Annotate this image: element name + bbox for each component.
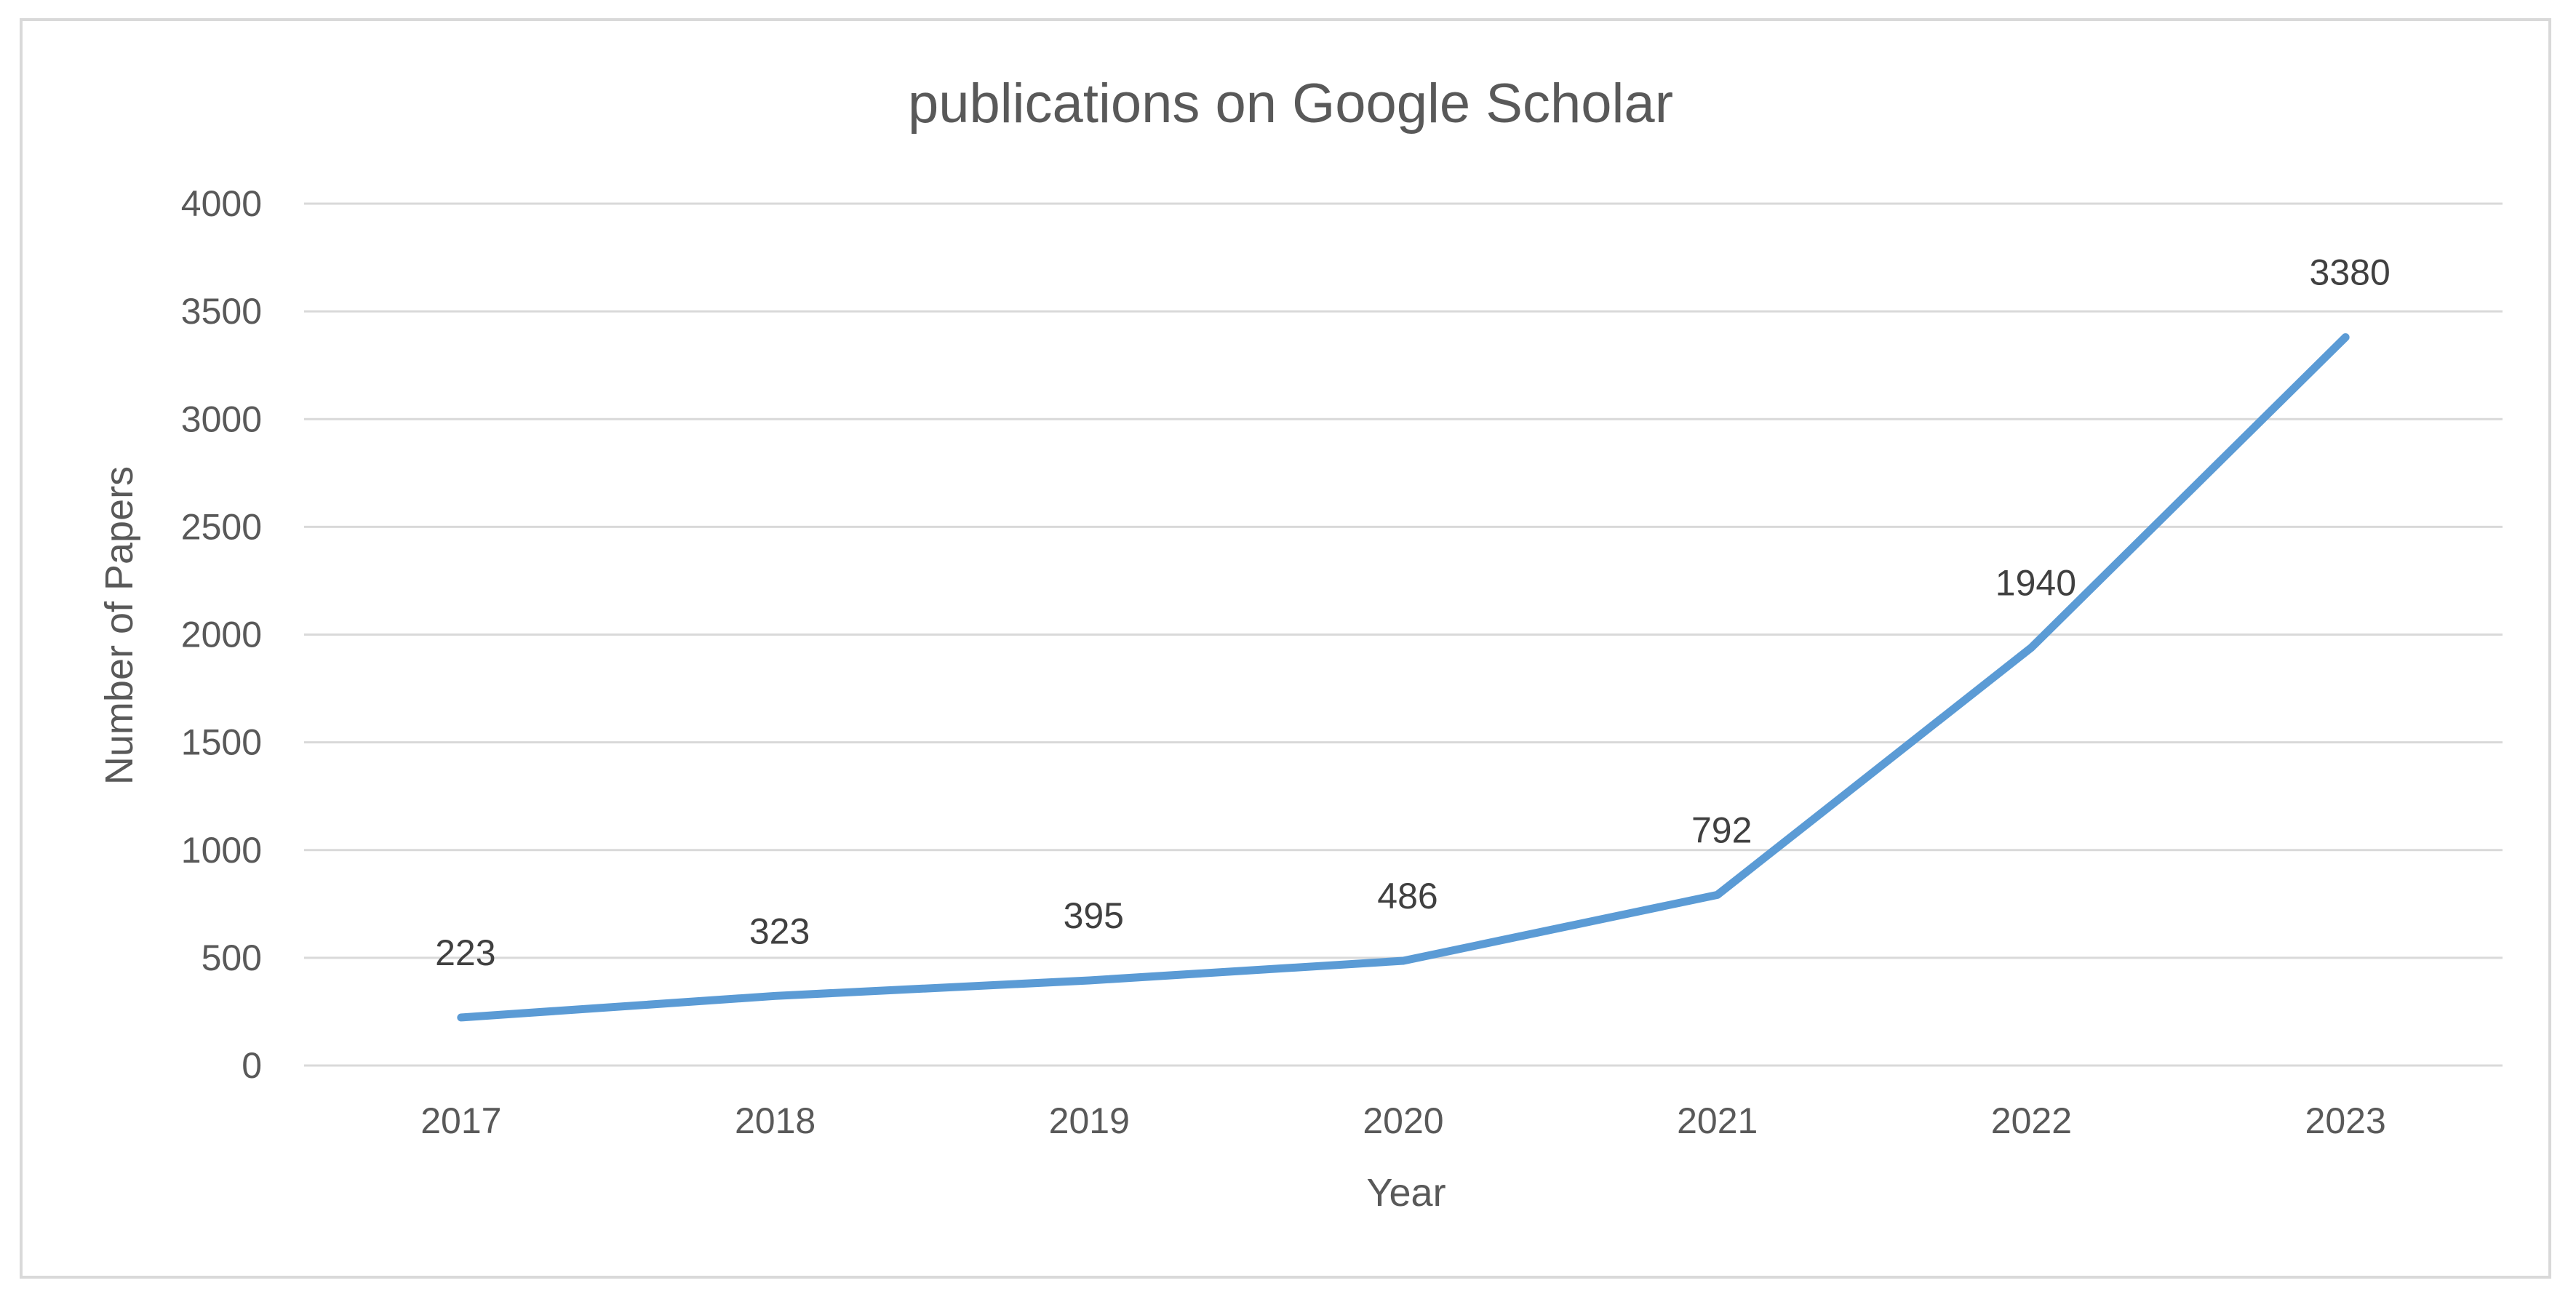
x-axis-title: Year (1366, 1171, 1445, 1215)
data-label: 1940 (1995, 562, 2076, 603)
series-line (457, 333, 2350, 1022)
y-tick-label: 3500 (181, 291, 262, 332)
y-axis-ticks: 0 500 1000 1500 2000 2500 3000 3500 4000 (181, 183, 262, 1086)
x-tick-label: 2021 (1677, 1100, 1758, 1141)
x-tick-label: 2023 (2305, 1100, 2386, 1141)
y-tick-label: 0 (242, 1045, 262, 1086)
data-label: 486 (1377, 876, 1437, 916)
x-axis-ticks: 2017 2018 2019 2020 2021 2022 2023 (420, 1100, 2386, 1141)
data-label: 223 (435, 932, 495, 973)
y-tick-label: 1000 (181, 830, 262, 871)
chart-frame (20, 18, 2551, 1279)
chart-title: publications on Google Scholar (908, 73, 1673, 135)
data-label: 395 (1064, 895, 1124, 936)
data-label: 3380 (2310, 252, 2390, 293)
data-labels: 223 323 395 486 792 1940 3380 (435, 252, 2390, 973)
x-tick-label: 2022 (1991, 1100, 2072, 1141)
y-tick-label: 1500 (181, 722, 262, 763)
x-tick-label: 2018 (735, 1100, 816, 1141)
y-tick-label: 2000 (181, 615, 262, 655)
x-tick-label: 2017 (420, 1100, 501, 1141)
y-tick-label: 2500 (181, 506, 262, 547)
series-layer (457, 333, 2350, 1022)
gridlines (304, 202, 2503, 1067)
data-label: 792 (1691, 810, 1752, 850)
data-label: 323 (749, 911, 810, 951)
y-tick-label: 4000 (181, 183, 262, 224)
y-tick-label: 3000 (181, 399, 262, 439)
y-axis-title: Number of Papers (97, 466, 141, 785)
x-tick-label: 2020 (1363, 1100, 1443, 1141)
y-tick-label: 500 (202, 938, 262, 978)
x-tick-label: 2019 (1049, 1100, 1130, 1141)
